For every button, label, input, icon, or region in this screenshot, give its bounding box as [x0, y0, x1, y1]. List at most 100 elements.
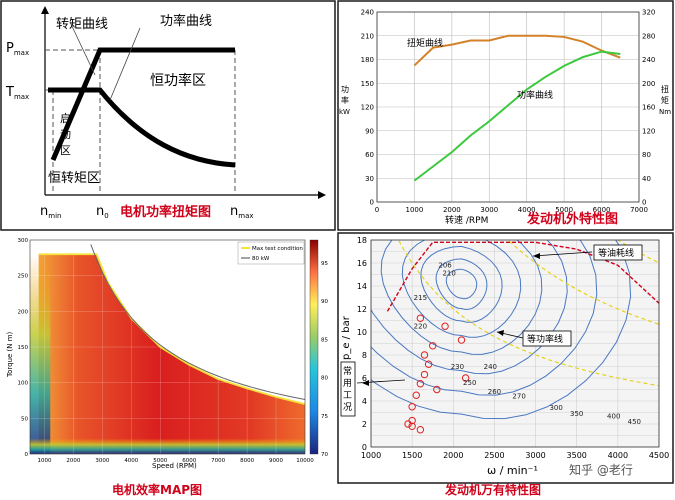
operating-point	[416, 314, 425, 322]
const-power-region-label: 恒功率区	[150, 72, 206, 89]
bsfc-label: 300	[549, 404, 562, 412]
colorbar-tick-label: 70	[321, 452, 328, 458]
torque-series-label: 扭矩曲线	[407, 37, 443, 49]
motor-efficiency-map-chart: 1000 2000 3000 4000 5000 6000 7000 8000 9000 1000…	[1, 233, 336, 497]
y-left-tick-label: 210	[361, 32, 374, 40]
x-tick-label: 1000	[37, 458, 51, 464]
x-tick-label: 1000	[361, 451, 381, 460]
common-condition-box	[340, 361, 356, 417]
operating-point	[416, 380, 425, 388]
operating-point	[412, 391, 420, 399]
panel-frame	[0, 0, 336, 231]
colorbar-tick-label: 75	[321, 414, 328, 420]
iso-power-annotation: 等功率线	[496, 330, 572, 347]
tick-labels: 1000 2000 3000 4000 5000 6000 7000 8000 9000 1000…	[18, 238, 315, 464]
operating-point	[457, 336, 466, 344]
x-tick-label: 8000	[240, 458, 254, 464]
x-tick-label: 4500	[649, 451, 669, 460]
y-tick-label: 2	[362, 420, 367, 429]
bsfc-label: 270	[512, 393, 525, 401]
iso-fuel-box	[593, 244, 643, 261]
operating-point	[420, 351, 429, 359]
panel-frame	[337, 0, 674, 231]
plot-frame	[376, 11, 640, 203]
tick-labels: 0 1000 2000 3000 4000 5000 6000 700003060901201…	[361, 9, 656, 215]
y-axis-label: p_e / bar	[341, 315, 352, 360]
y-left-tick-label: 150	[361, 80, 374, 88]
engine-external-chart: 0 1000 2000 3000 4000 5000 6000 700003060901201…	[337, 0, 674, 231]
y-tick-label: 10	[357, 328, 367, 337]
x-tick-label: 3000	[480, 206, 498, 214]
x-axis-label: Speed (RPM)	[152, 462, 197, 470]
x-tick-label: 2000	[443, 451, 463, 460]
x-tick-label: 6000	[182, 458, 196, 464]
bsfc-contour-line	[380, 240, 543, 355]
full-load-line	[386, 241, 659, 312]
y-tick-label: 100	[18, 381, 29, 387]
iso-power-line	[507, 240, 659, 325]
const-torque-region-label: 恒转矩区	[48, 171, 100, 186]
legend-max-test: Max test condition	[252, 246, 303, 252]
motor-efficiency-map-panel: 1000 2000 3000 4000 5000 6000 7000 8000 9000 1000…	[0, 232, 337, 500]
y-right-tick-label: 280	[642, 32, 655, 40]
start-region-char: 启	[60, 112, 71, 125]
x-tick-label: 7000	[630, 206, 648, 214]
grid	[376, 11, 640, 203]
tick-labels: 1000 1500 2000 2500 3000 3500 4000 4500 0 2 4 6 8 10 1…	[357, 236, 669, 460]
iso-power-line	[397, 240, 659, 387]
y-left-tick-label: 180	[361, 56, 374, 64]
bsfc-label: 206	[438, 262, 452, 270]
x-tick-label: 4000	[124, 458, 138, 464]
y-right-label-char: 扭	[661, 84, 669, 94]
operating-point	[429, 342, 437, 350]
iso-fuel-pointer	[532, 251, 593, 257]
x-tick-label: 7000	[211, 458, 225, 464]
arrow-icon	[497, 330, 504, 336]
arrow-icon	[362, 380, 369, 386]
torque-curve-label: 转矩曲线	[56, 17, 108, 32]
power-series-line	[413, 50, 621, 182]
operating-point	[408, 422, 416, 431]
common-condition-char: 用	[343, 378, 352, 389]
low-torque-efficiency-zone	[30, 438, 305, 454]
series	[413, 34, 621, 182]
y-left-tick-label: 120	[361, 104, 374, 112]
common-condition-char: 常	[343, 365, 352, 377]
y-tick-label: 250	[18, 274, 29, 280]
operating-point	[441, 322, 449, 330]
colorbar-tick-label: 85	[321, 337, 328, 343]
bsfc-contour-line	[420, 245, 503, 323]
operating-point	[416, 426, 425, 434]
torque-label-pointer	[69, 21, 96, 76]
colorbar-tick-label: 95	[321, 261, 328, 267]
y-left-tick-label: 240	[361, 9, 374, 17]
bsfc-label: 250	[463, 379, 476, 387]
80kw-line	[90, 244, 305, 400]
torque-series-line	[413, 34, 621, 67]
start-region-char: 区	[60, 144, 71, 157]
power-curve-label: 功率曲线	[160, 13, 212, 29]
bsfc-label: 350	[570, 410, 583, 418]
y-axis-arrow-icon	[41, 6, 49, 14]
x-axis-label: ω / min⁻¹	[487, 464, 538, 477]
common-condition-annotation: 常 用 工 况	[340, 361, 406, 417]
operating-point	[424, 360, 433, 368]
power-curve	[50, 47, 235, 161]
y-right-tick-label: 200	[642, 80, 655, 88]
y-tick-label: 150	[18, 345, 29, 351]
y-tick-label: 4	[362, 397, 367, 406]
iso-fuel-label: 等油耗线	[598, 247, 634, 259]
x-tick-label: 0	[375, 206, 379, 214]
engine-external-panel: 0 1000 2000 3000 4000 5000 6000 7000 0 30 60 90 120 1…	[337, 0, 675, 232]
y-tick-label: 300	[18, 238, 29, 244]
bsfc-contour-line	[371, 240, 568, 375]
operating-point	[420, 370, 429, 379]
x-tick-label: 1000	[406, 206, 424, 214]
x-tick-label: 4000	[608, 451, 628, 460]
y-right-tick-label: 40	[642, 175, 651, 183]
x-tick-label: 2000	[443, 206, 461, 214]
y-left-tick-label: 0	[370, 199, 374, 207]
x-tick-label: 3500	[567, 451, 587, 460]
x-tick-nmax: nmax	[230, 204, 254, 220]
